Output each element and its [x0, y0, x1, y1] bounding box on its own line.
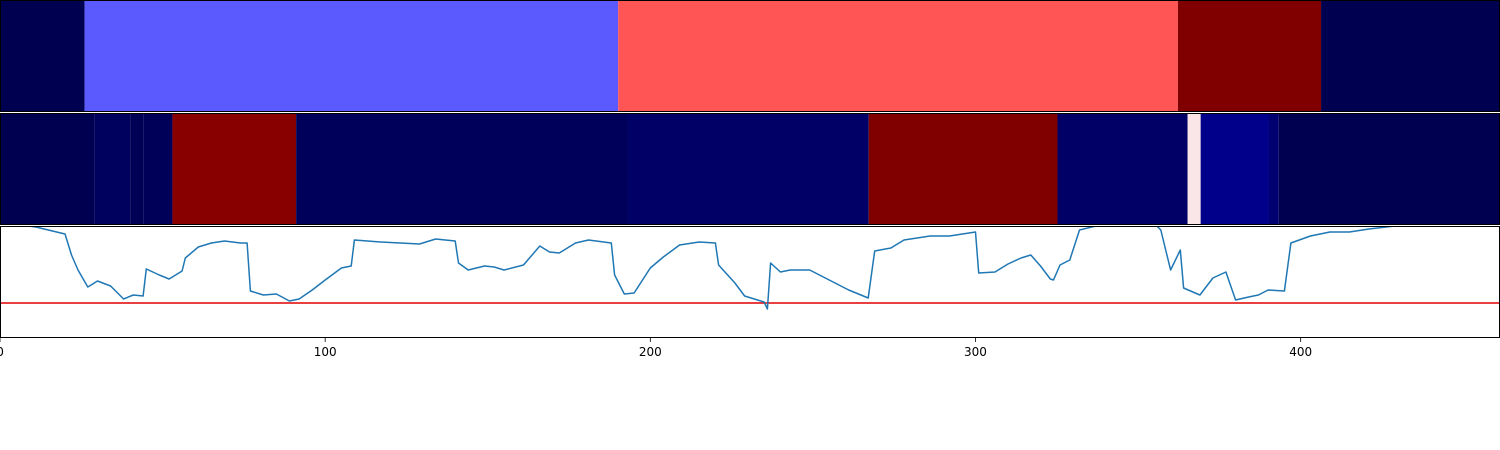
heatmap-cell — [172, 113, 297, 225]
x-tick-label: 400 — [1289, 345, 1312, 359]
heatmap-cell — [84, 0, 619, 112]
heatmap-cell — [627, 113, 869, 225]
panel-frame — [0, 226, 1500, 338]
heatmap-cell — [1177, 0, 1322, 112]
plot-area — [0, 226, 1500, 310]
heatmap-cell — [1057, 113, 1188, 225]
x-tick-label: 100 — [314, 345, 337, 359]
heatmap-cell — [0, 0, 85, 112]
heatmap-cell — [868, 113, 1058, 225]
heatmap-cell — [1321, 0, 1500, 112]
data-line — [23, 226, 1400, 310]
x-tick-label: 300 — [964, 345, 987, 359]
heatmap-cell — [143, 113, 173, 225]
heatmap-cell — [130, 113, 144, 225]
x-tick-label: 200 — [639, 345, 662, 359]
heatmap-cell — [618, 0, 1178, 112]
heatmap-cell — [1278, 113, 1500, 225]
heatmap-cell — [296, 113, 628, 225]
heatmap-cell — [1187, 113, 1201, 225]
heatmap-cell — [0, 113, 95, 225]
x-tick-label: 0 — [0, 345, 4, 359]
heatmap-cell — [1268, 113, 1279, 225]
heatmap-cell — [94, 113, 131, 225]
heatmap-cell — [1200, 113, 1269, 225]
